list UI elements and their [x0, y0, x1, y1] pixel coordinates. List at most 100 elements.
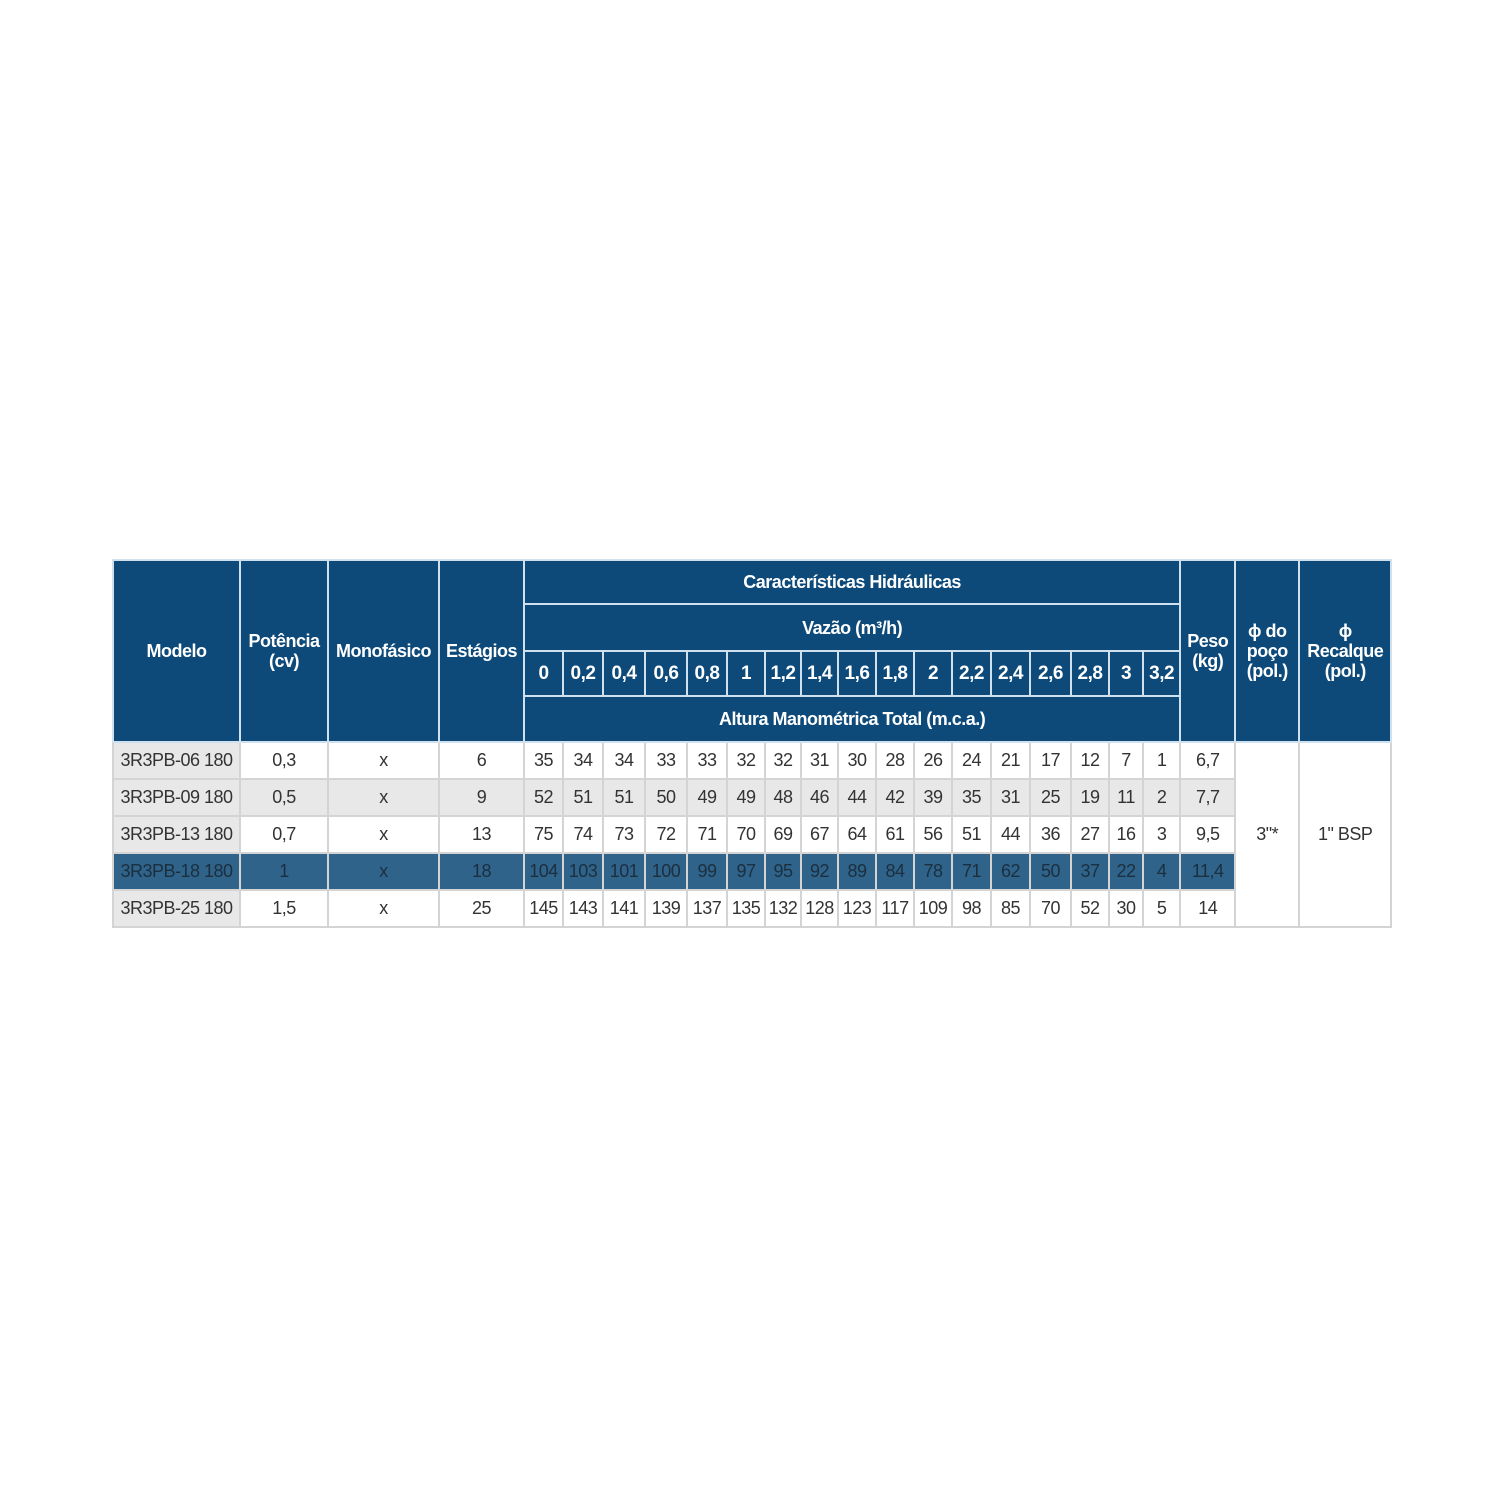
single-phase-cell: x	[327, 741, 440, 780]
head-cell: 72	[644, 815, 688, 854]
weight-cell: 9,5	[1179, 815, 1237, 854]
head-cell: 103	[562, 852, 604, 891]
head-cell: 31	[800, 741, 839, 780]
head-cell: 35	[523, 741, 564, 780]
head-cell: 49	[686, 778, 728, 817]
power-cell: 0,5	[239, 778, 329, 817]
head-cell: 73	[602, 815, 646, 854]
flow-header: 0,8	[686, 650, 728, 697]
model-cell: 3R3PB-13 180	[112, 815, 241, 854]
flow-header: 2,8	[1070, 650, 1110, 697]
flow-header: 1,4	[800, 650, 839, 697]
head-cell: 67	[800, 815, 839, 854]
head-cell: 145	[523, 889, 564, 928]
stages-cell: 13	[438, 815, 525, 854]
head-cell: 22	[1108, 852, 1144, 891]
head-cell: 109	[913, 889, 953, 928]
flow-header: 0,4	[602, 650, 646, 697]
header-monofasico: Monofásico	[327, 559, 440, 743]
stages-cell: 25	[438, 889, 525, 928]
head-cell: 92	[800, 852, 839, 891]
head-cell: 4	[1141, 852, 1182, 891]
head-cell: 26	[913, 741, 953, 780]
flow-header: 1,6	[837, 650, 877, 697]
head-cell: 1	[1141, 741, 1182, 780]
model-cell: 3R3PB-18 180	[112, 852, 241, 891]
discharge-cell: 1" BSP	[1298, 741, 1393, 928]
head-cell: 21	[990, 741, 1031, 780]
head-cell: 64	[837, 815, 877, 854]
head-cell: 33	[686, 741, 728, 780]
table-row: 3R3PB-18 180 1 x 18 104 103 101 100 99 97 95 92 89 84…	[112, 852, 1391, 891]
head-cell: 71	[951, 852, 992, 891]
head-cell: 31	[990, 778, 1031, 817]
head-cell: 34	[602, 741, 646, 780]
well-diameter-cell: 3"*	[1234, 741, 1301, 928]
head-cell: 101	[602, 852, 646, 891]
flow-header: 3,2	[1141, 650, 1182, 697]
flow-header: 2	[913, 650, 953, 697]
header-altura: Altura Manométrica Total (m.c.a.)	[522, 695, 1182, 743]
head-cell: 117	[875, 889, 915, 928]
head-cell: 141	[602, 889, 646, 928]
header-estagios: Estágios	[438, 559, 525, 743]
header-peso: Peso (kg)	[1179, 559, 1237, 743]
head-cell: 17	[1029, 741, 1072, 780]
flow-header: 0,2	[562, 650, 604, 697]
head-cell: 139	[644, 889, 688, 928]
head-cell: 3	[1141, 815, 1182, 854]
head-cell: 30	[1108, 889, 1144, 928]
head-cell: 95	[764, 852, 802, 891]
head-cell: 34	[562, 741, 604, 780]
head-cell: 35	[951, 778, 992, 817]
head-cell: 69	[764, 815, 802, 854]
power-cell: 1,5	[239, 889, 329, 928]
head-cell: 52	[523, 778, 564, 817]
head-cell: 50	[644, 778, 688, 817]
head-cell: 62	[990, 852, 1031, 891]
flow-header: 2,4	[990, 650, 1031, 697]
table-row: 3R3PB-09 180 0,5 x 9 52 51 51 50 49 49 48 46 44 42 39 3…	[112, 778, 1391, 817]
table-row: 3R3PB-25 180 1,5 x 25 145 143 141 139 137 135 132 1…	[112, 889, 1391, 928]
stages-cell: 18	[438, 852, 525, 891]
head-cell: 24	[951, 741, 992, 780]
head-cell: 37	[1070, 852, 1110, 891]
head-cell: 61	[875, 815, 915, 854]
head-cell: 143	[562, 889, 604, 928]
head-cell: 52	[1070, 889, 1110, 928]
head-cell: 51	[562, 778, 604, 817]
flow-header: 3	[1108, 650, 1144, 697]
header-recalque: ϕ Recalque (pol.)	[1298, 559, 1393, 743]
single-phase-cell: x	[327, 852, 440, 891]
head-cell: 128	[800, 889, 839, 928]
flow-header: 0	[523, 650, 564, 697]
head-cell: 70	[1029, 889, 1072, 928]
weight-cell: 14	[1179, 889, 1237, 928]
head-cell: 51	[951, 815, 992, 854]
head-cell: 100	[644, 852, 688, 891]
header-poco: ϕ do poço (pol.)	[1234, 559, 1301, 743]
head-cell: 51	[602, 778, 646, 817]
head-cell: 25	[1029, 778, 1072, 817]
head-cell: 74	[562, 815, 604, 854]
weight-cell: 7,7	[1179, 778, 1237, 817]
head-cell: 42	[875, 778, 915, 817]
model-cell: 3R3PB-25 180	[112, 889, 241, 928]
head-cell: 49	[726, 778, 766, 817]
head-cell: 137	[686, 889, 728, 928]
head-cell: 16	[1108, 815, 1144, 854]
flow-header: 1,8	[875, 650, 915, 697]
head-cell: 48	[764, 778, 802, 817]
head-cell: 98	[951, 889, 992, 928]
head-cell: 70	[726, 815, 766, 854]
head-cell: 44	[837, 778, 877, 817]
head-cell: 75	[523, 815, 564, 854]
flow-header: 2,6	[1029, 650, 1072, 697]
head-cell: 46	[800, 778, 839, 817]
model-cell: 3R3PB-09 180	[112, 778, 241, 817]
head-cell: 99	[686, 852, 728, 891]
power-cell: 0,7	[239, 815, 329, 854]
flow-header: 0,6	[644, 650, 688, 697]
flow-header: 1,2	[764, 650, 802, 697]
head-cell: 123	[837, 889, 877, 928]
